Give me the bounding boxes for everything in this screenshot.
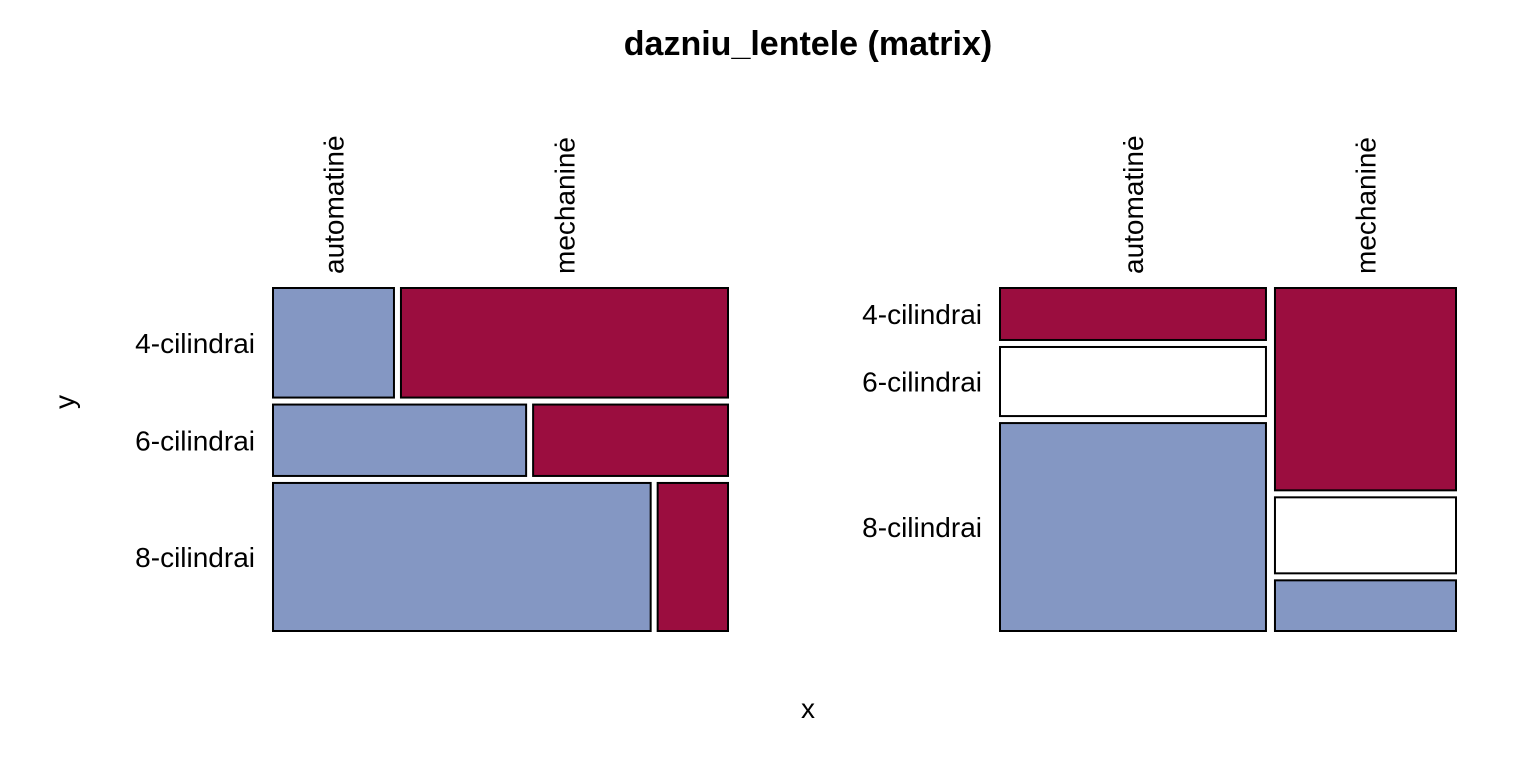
mosaic-tile	[399, 287, 729, 399]
row-label-6-cilindrai: 6-cilindrai	[862, 367, 982, 398]
mosaic-tile	[999, 345, 1267, 418]
row-label-8-cilindrai: 8-cilindrai	[135, 542, 255, 573]
mosaic-tile	[999, 422, 1267, 632]
mosaic-tile	[272, 287, 395, 399]
mosaic-tile	[999, 287, 1267, 341]
column-label-mechanine: mechaninė	[549, 137, 580, 274]
row-label-8-cilindrai: 8-cilindrai	[862, 512, 982, 543]
mosaic-tile	[272, 403, 528, 477]
row-label-4-cilindrai: 4-cilindrai	[135, 328, 255, 359]
y-axis-label: y	[49, 395, 80, 409]
row-label-4-cilindrai: 4-cilindrai	[862, 299, 982, 330]
mosaic-tile	[1273, 579, 1457, 632]
column-label-automatine: automatinė	[1118, 135, 1149, 274]
mosaic-tile	[656, 481, 729, 633]
mosaic-tile	[532, 403, 729, 477]
mosaic-tile	[1273, 287, 1457, 492]
mosaic-panel-cylinders-by-transmission: automatinė 4-cilindrai 6-cilindrai 8-cilind…	[862, 135, 1457, 632]
row-label-6-cilindrai: 6-cilindrai	[135, 425, 255, 456]
column-label-automatine: automatinė	[318, 135, 349, 274]
chart-title: dazniu_lentele (matrix)	[624, 25, 992, 63]
mosaic-tile	[272, 481, 652, 633]
column-label-mechanine: mechaninė	[1350, 137, 1381, 274]
mosaic-panel-rows-by-transmission: 4-cilindrai 6-cilindrai 8-cilindrai automat…	[135, 135, 729, 633]
x-axis-label: x	[801, 693, 815, 724]
mosaic-tile	[1273, 496, 1457, 575]
